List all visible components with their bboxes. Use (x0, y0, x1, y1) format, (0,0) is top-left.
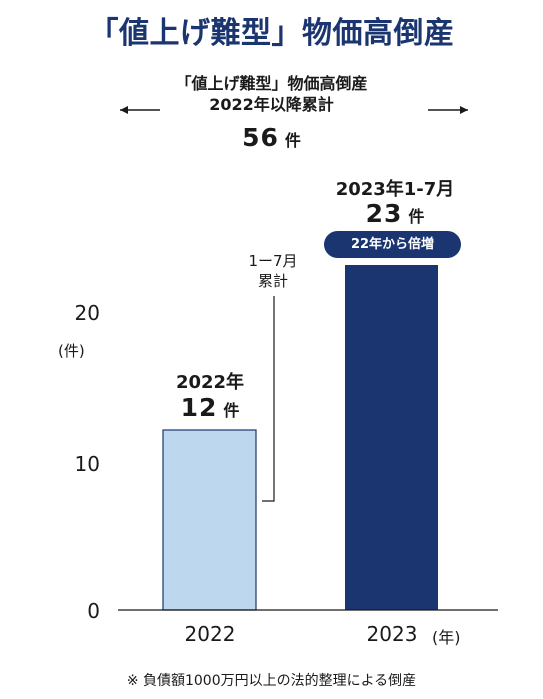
bar-2023-value: 23 件 (320, 199, 470, 228)
x-axis-unit: (年) (432, 628, 461, 647)
cumulative-label-line2: 2022年以降累計 (209, 95, 334, 114)
y-axis-unit: (件) (58, 342, 85, 360)
note-line1: 1ー7月 (248, 252, 298, 270)
bar-2022 (162, 429, 257, 611)
y-tick-20: 20 (74, 301, 100, 325)
bar-2023-number: 23 (365, 199, 403, 228)
x-tick-2022: 2022 (184, 622, 236, 646)
bar-2023-label: 2023年1-7月 (335, 179, 455, 200)
bar-2022-value: 12 件 (140, 393, 280, 422)
footnote: ※ 負債額1000万円以上の法的整理による倒産 (126, 673, 417, 689)
cumulative-number: 56 (242, 123, 279, 152)
x-tick-2023: 2023 (366, 622, 418, 646)
note-bracket (262, 296, 275, 502)
bar-2022-unit: 件 (223, 401, 240, 420)
cumulative-label-line1: 「値上げ難型」物価高倒産 (175, 74, 368, 93)
bar-2023 (345, 265, 438, 610)
bar-2022-number: 12 (180, 393, 218, 422)
y-tick-0: 0 (87, 599, 100, 623)
chart-title: 「値上げ難型」物価高倒産 (88, 16, 455, 51)
y-tick-10: 10 (74, 452, 100, 476)
increase-badge: 22年から倍増 (324, 231, 461, 258)
note-line2: 累計 (257, 272, 288, 290)
cumulative-unit: 件 (284, 131, 301, 150)
bar-2022-label: 2022年 (175, 372, 245, 393)
cumulative-value: 56 件 (0, 123, 543, 152)
left-arrow-head (120, 106, 128, 114)
bar-2023-unit: 件 (408, 207, 425, 226)
right-arrow-head (460, 106, 468, 114)
